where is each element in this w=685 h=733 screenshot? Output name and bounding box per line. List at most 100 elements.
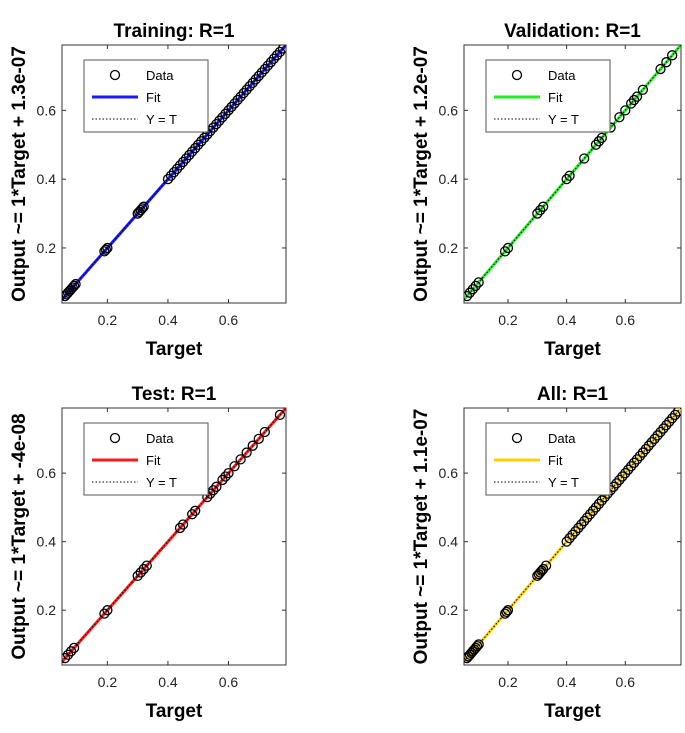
data-point	[502, 242, 514, 254]
data-point	[174, 522, 186, 534]
data-point	[250, 74, 261, 85]
data-point	[62, 649, 74, 660]
y-tick-label: 0.6	[439, 102, 459, 118]
data-point	[220, 108, 231, 119]
x-tick-label: 0.6	[219, 674, 239, 690]
data-point	[573, 522, 584, 534]
data-point	[502, 605, 514, 616]
data-point	[138, 201, 149, 212]
data-point	[564, 170, 575, 181]
data-point	[661, 57, 672, 68]
legend-label-identity: Y = T	[548, 112, 579, 127]
legend-marker-data	[511, 432, 523, 444]
data-point	[473, 277, 484, 288]
data-point	[229, 461, 240, 472]
data-point	[65, 646, 77, 657]
legend-label-data: Data	[146, 68, 174, 83]
y-tick-label: 0.4	[439, 534, 459, 550]
data-point	[268, 53, 280, 64]
data-point	[196, 136, 207, 147]
all-panel: 0.2 0.4 0.6 0.2 0.4 0.6 All: R=1 Target Output ~…	[411, 384, 682, 722]
data-point	[226, 101, 237, 113]
data-point	[277, 45, 286, 54]
data-point	[646, 437, 657, 448]
y-tick-label: 0.2	[37, 602, 57, 618]
data-point	[180, 153, 192, 164]
data-point	[220, 471, 231, 482]
data-point	[625, 98, 637, 109]
data-point	[217, 474, 228, 486]
y-axis-label: Output ~= 1*Target + 1.2e-07	[411, 46, 432, 302]
data-point	[590, 139, 602, 150]
data-point	[165, 170, 177, 181]
x-tick-label: 0.2	[498, 312, 518, 328]
data-point	[100, 244, 112, 255]
data-point	[464, 290, 473, 302]
data-point	[99, 246, 110, 257]
legend-label-data: Data	[548, 68, 576, 83]
data-point	[499, 246, 511, 257]
data-point	[579, 515, 590, 527]
data-point	[661, 419, 672, 431]
data-point	[655, 63, 666, 75]
data-point	[223, 105, 234, 116]
data-point	[259, 426, 270, 438]
legend: Data Fit Y = T	[83, 422, 209, 496]
legend-label-fit: Fit	[146, 90, 161, 105]
data-point	[162, 174, 174, 185]
data-point	[593, 498, 605, 510]
legend: Data Fit Y = T	[83, 59, 209, 133]
data-point	[564, 533, 575, 544]
y-axis-label: Output ~= 1*Target + 1.1e-07	[411, 409, 432, 665]
x-axis-label: Target	[146, 701, 203, 722]
data-point	[135, 204, 146, 216]
data-point	[259, 63, 270, 75]
legend-label-data: Data	[548, 431, 576, 446]
data-point	[538, 563, 549, 575]
y-tick-label: 0.6	[439, 465, 459, 481]
x-tick-label: 0.6	[219, 312, 239, 328]
x-axis-label: Target	[544, 339, 601, 360]
y-axis-label: Output ~= 1*Target + -4e-08	[9, 413, 30, 659]
data-point	[241, 84, 252, 95]
y-tick-label: 0.4	[37, 534, 57, 550]
legend-label-fit: Fit	[548, 453, 563, 468]
data-point	[567, 529, 578, 540]
legend-label-identity: Y = T	[146, 475, 177, 490]
data-point	[611, 478, 622, 489]
legend: Data Fit Y = T	[485, 422, 611, 496]
chart-title: Training: R=1	[114, 21, 235, 42]
x-tick-label: 0.2	[498, 674, 518, 690]
data-point	[190, 143, 201, 154]
data-point	[247, 77, 258, 88]
data-point	[637, 447, 649, 458]
data-point	[274, 409, 286, 421]
data-point	[593, 136, 605, 147]
data-point	[532, 208, 543, 219]
data-point	[643, 440, 654, 451]
data-point	[141, 560, 152, 571]
data-point	[658, 423, 669, 434]
data-point	[174, 160, 186, 171]
data-point	[171, 163, 183, 174]
data-point	[535, 204, 546, 216]
data-point	[187, 146, 198, 157]
data-point	[470, 642, 481, 654]
data-point	[211, 118, 222, 130]
data-point	[137, 203, 148, 214]
data-point	[232, 94, 243, 106]
data-point	[620, 105, 631, 116]
data-point	[596, 132, 607, 144]
data-point	[617, 471, 628, 482]
data-point	[208, 122, 219, 133]
data-point	[190, 505, 201, 516]
y-axis-label: Output ~= 1*Target + 1.3e-07	[9, 46, 30, 302]
legend-marker-data	[511, 69, 523, 81]
data-point	[235, 91, 246, 102]
data-point	[667, 50, 678, 61]
data-point	[649, 433, 660, 444]
data-point	[570, 526, 581, 537]
data-point	[235, 454, 246, 465]
data-point	[472, 641, 483, 652]
